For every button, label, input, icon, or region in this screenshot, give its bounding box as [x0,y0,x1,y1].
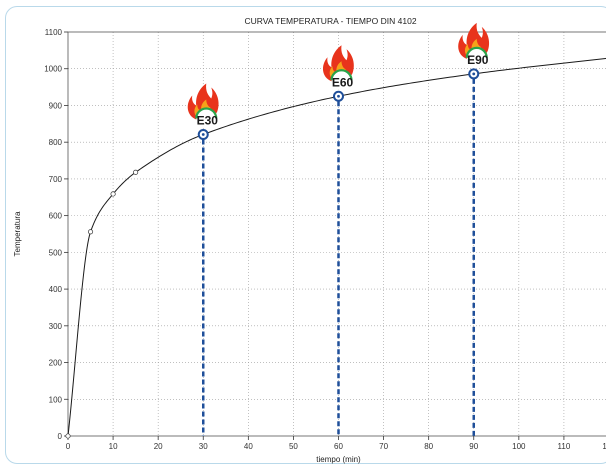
y-tick-label: 500 [49,248,63,257]
x-tick-label: 10 [109,442,118,451]
badge-label: E60 [332,75,354,89]
badge-arc-icon [195,107,218,119]
badge-label: E30 [197,113,219,127]
badge-arc-icon [330,69,353,81]
fire-badge: E60 [322,45,354,91]
y-tick-label: 200 [49,359,63,368]
y-tick-label: 1100 [45,28,63,37]
x-tick-label: 40 [244,442,253,451]
badge-disc [196,108,217,129]
y-tick-label: 900 [49,101,63,110]
x-tick-label: 70 [379,442,388,451]
y-tick-label: 400 [49,285,63,294]
marker-dot [472,72,476,76]
data-point [87,229,94,235]
data-point [65,433,71,439]
x-tick-label: 110 [558,442,571,451]
y-axis-label: Temperatura [13,211,22,256]
x-axis-label: tiempo (min) [316,455,361,464]
y-tick-label: 100 [49,395,63,404]
badge-disc [466,47,487,68]
y-tick-label: 1000 [44,65,62,74]
y-tick-label: 700 [49,175,63,184]
y-tick-label: 600 [49,212,63,221]
x-tick-label: 120 [602,442,606,451]
badge-disc [331,70,352,91]
x-tick-label: 30 [199,442,208,451]
chart-frame [5,6,606,464]
fire-badge: E90 [458,22,490,68]
y-tick-label: 300 [49,322,63,331]
y-tick-label: 800 [49,138,63,147]
y-axis: 0 100 200 300 400 500 600 700 800 900 1000 1100 [44,28,68,441]
data-points [65,71,477,439]
data-point [133,169,139,175]
temperature-curve [67,57,606,437]
x-tick-label: 0 [66,442,71,451]
rating-markers: E30 E60 E90 [187,22,490,436]
x-tick-label: 20 [154,442,163,451]
x-tick-label: 90 [469,442,478,451]
data-point [110,191,116,197]
y-tick-label: 0 [58,432,63,441]
x-tick-label: 80 [424,442,433,451]
badge-arc-icon [465,46,488,58]
x-tick-label: 100 [512,442,526,451]
chart-title: CURVA TEMPERATURA - TIEMPO DIN 4102 [244,16,416,26]
x-tick-label: 50 [289,442,298,451]
fire-badge: E30 [187,83,219,129]
x-tick-label: 60 [334,442,343,451]
badge-label: E90 [467,53,489,67]
marker-dot [337,94,340,98]
marker-dot [201,133,205,136]
x-axis: 0 10 20 30 40 50 60 70 80 90 100 110 120 [66,436,606,451]
